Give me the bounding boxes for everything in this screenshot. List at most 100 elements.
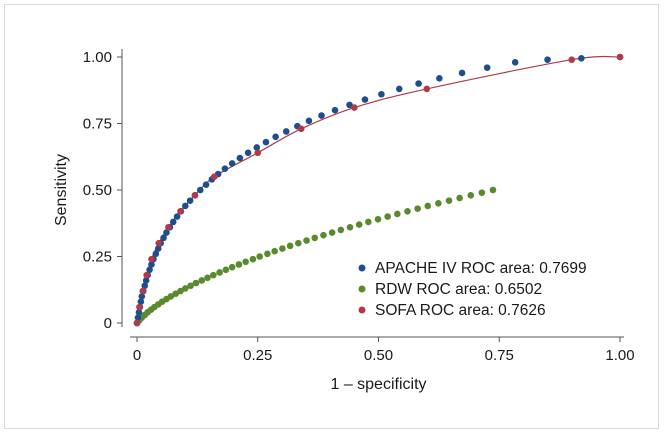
rdw-point <box>222 266 230 274</box>
data-points <box>133 53 624 327</box>
apache-iv-point <box>378 90 385 98</box>
sofa-point <box>568 56 575 63</box>
rdw-point <box>303 237 310 244</box>
apache-iv-point <box>138 293 146 300</box>
y-axis-title: Sensitivity <box>53 154 70 226</box>
sofa-point <box>143 271 150 279</box>
apache-iv-point <box>282 128 290 135</box>
rdw-point <box>216 269 223 276</box>
apache-iv-point <box>152 250 160 258</box>
apache-iv-point <box>253 144 261 151</box>
apache-iv-point <box>182 202 189 210</box>
rdw-point <box>210 271 217 279</box>
sofa-point <box>139 287 147 295</box>
legend-apache-iv-label: APACHE IV ROC area: 0.7699 <box>375 260 587 277</box>
apache-iv-point <box>395 85 403 93</box>
apache-iv-point <box>148 261 155 268</box>
rdw-point <box>394 210 401 218</box>
legend-apache-iv-marker <box>358 264 366 272</box>
apache-iv-point <box>415 80 422 87</box>
legend-rdw-marker <box>358 285 366 293</box>
rdw-point <box>456 194 463 202</box>
rdw-point <box>355 221 363 228</box>
rdw-point <box>167 293 175 300</box>
sofa-point <box>616 53 624 61</box>
apache-iv-point <box>511 59 519 66</box>
rdw-point <box>177 287 184 295</box>
x-tick-label: 0.75 <box>485 347 514 364</box>
x-axis-title: 1 – specificity <box>330 376 426 393</box>
rdw-point <box>404 207 411 215</box>
apache-iv-point <box>173 213 181 220</box>
rdw-point <box>467 192 475 199</box>
rdw-point <box>182 285 189 292</box>
apache-iv-point <box>141 282 149 290</box>
sofa-point <box>297 125 305 133</box>
apache-iv-point <box>228 160 236 167</box>
rdw-point <box>311 234 319 242</box>
apache-iv-point <box>196 186 204 194</box>
rdw-point <box>489 186 497 194</box>
rdw-point <box>279 245 286 252</box>
rdw-point <box>384 213 391 220</box>
rdw-point <box>337 226 345 234</box>
apache-iv-point <box>331 106 339 114</box>
legend-rdw-label: RDW ROC area: 0.6502 <box>375 281 542 298</box>
rdw-point <box>414 205 421 212</box>
sofa-point <box>423 85 431 93</box>
rdw-point <box>424 202 432 210</box>
rdw-point <box>249 255 257 263</box>
apache-iv-point <box>169 218 177 226</box>
rdw-point <box>192 279 200 287</box>
rdw-point <box>445 197 453 204</box>
apache-iv-point <box>305 117 313 125</box>
apache-iv-point <box>272 133 279 141</box>
apache-iv-point <box>202 181 210 188</box>
apache-iv-point <box>134 314 142 321</box>
rdw-point <box>198 277 206 284</box>
y-tick-label: 0.25 <box>83 249 112 266</box>
apache-iv-point <box>544 56 551 63</box>
rdw-point <box>204 274 211 282</box>
rdw-point <box>320 231 327 239</box>
sofa-point <box>210 173 218 180</box>
rdw-point <box>187 282 194 290</box>
apache-iv-point <box>318 112 325 119</box>
rdw-point <box>346 223 354 231</box>
sofa-point <box>148 255 155 263</box>
apache-iv-point <box>262 138 270 146</box>
sofa-point <box>254 149 262 157</box>
legend: APACHE IV ROC area: 0.7699 RDW ROC area: … <box>358 260 587 319</box>
y-tick-label: 0 <box>104 315 112 332</box>
sofa-point <box>351 104 358 111</box>
apache-iv-point <box>135 309 143 316</box>
apache-iv-point <box>236 154 244 162</box>
sofa-point <box>136 303 143 311</box>
legend-sofa-marker <box>358 306 366 314</box>
apache-iv-point <box>221 165 229 173</box>
rdw-point <box>478 189 486 196</box>
x-tick-label: 1.00 <box>605 347 634 364</box>
x-tick-label: 0 <box>133 347 141 364</box>
rdw-point <box>172 290 179 298</box>
rdw-point <box>256 253 263 260</box>
y-tick-label: 0.75 <box>83 116 112 133</box>
x-tick-label: 0.25 <box>243 347 272 364</box>
rdw-point <box>271 247 278 255</box>
rdw-point <box>242 258 249 266</box>
apache-iv-point <box>186 197 194 204</box>
apache-iv-point <box>163 229 170 236</box>
apache-iv-point <box>154 245 162 252</box>
rdw-point <box>328 229 336 236</box>
apache-iv-point <box>160 234 167 242</box>
rdw-point <box>365 218 372 226</box>
y-tick-label: 1.00 <box>83 49 112 66</box>
apache-iv-point <box>137 298 145 306</box>
rdw-point <box>235 261 243 268</box>
sofa-point <box>155 239 163 247</box>
apache-iv-point <box>346 101 353 109</box>
sofa-point <box>177 207 184 215</box>
x-tick-label: 0.50 <box>364 347 393 364</box>
rdw-point <box>435 200 442 207</box>
